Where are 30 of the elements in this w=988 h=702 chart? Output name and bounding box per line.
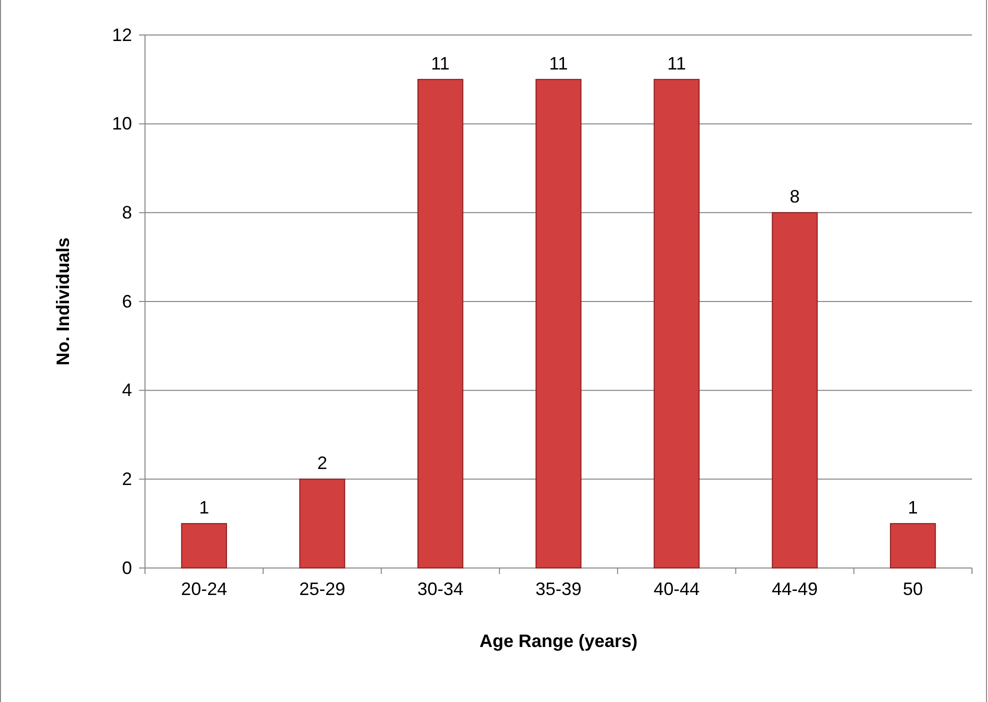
bar [772,212,818,568]
x-tick-label: 20-24 [181,579,228,599]
y-tick-label: 6 [122,291,132,312]
bar [299,478,346,568]
y-tick-label: 8 [122,202,132,222]
bar [536,78,582,568]
data-label: 8 [790,186,800,207]
y-tick-label: 12 [112,24,132,45]
data-label: 1 [908,498,918,518]
bar [181,523,228,568]
y-tick-label: 4 [122,380,132,400]
x-tick-label: 35-39 [535,579,582,599]
data-label: 2 [317,453,328,474]
bar [417,78,464,568]
bar [654,78,700,568]
data-label: 11 [431,53,450,74]
y-axis-title: No. Individuals [53,237,73,366]
x-tick-label: 50 [902,579,923,599]
x-tick-label: 30-34 [417,579,464,599]
y-tick-label: 10 [112,114,132,134]
y-tick-label: 2 [122,468,132,489]
data-label: 11 [667,53,686,74]
data-label: 11 [549,53,568,74]
x-tick-label: 40-44 [654,579,700,599]
bar [890,523,936,568]
x-axis-title: Age Range (years) [479,631,638,651]
y-tick-label: 0 [122,558,132,578]
x-tick-label: 44-49 [772,579,818,599]
data-label: 1 [199,498,210,518]
x-tick-label: 25-29 [299,579,346,599]
